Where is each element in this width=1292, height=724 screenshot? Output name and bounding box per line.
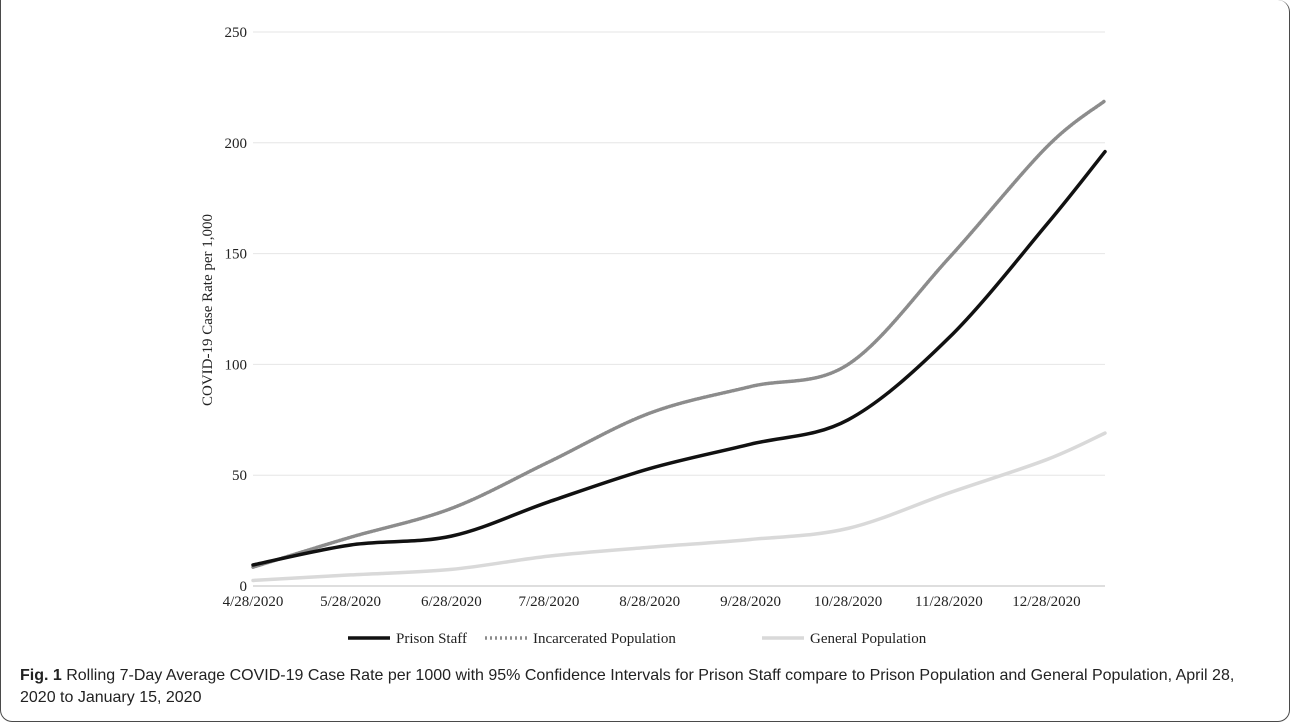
legend-label-incarcerated-population: Incarcerated Population	[533, 631, 676, 647]
y-tick-label: 100	[225, 357, 248, 373]
y-tick-label: 0	[240, 579, 248, 595]
series-group	[251, 98, 1107, 583]
x-tick-label: 7/28/2020	[519, 594, 580, 610]
x-tick-label: 9/28/2020	[720, 594, 781, 610]
y-axis: 0 50 100 150 200 250	[225, 25, 248, 595]
series-line-prison-staff	[251, 149, 1107, 567]
x-tick-label: 5/28/2020	[320, 594, 381, 610]
figure-caption: Fig. 1 Rolling 7-Day Average COVID-19 Ca…	[20, 665, 1260, 709]
series-line-incarcerated-population	[251, 98, 1107, 569]
x-tick-label: 6/28/2020	[421, 594, 482, 610]
caption-label: Fig. 1	[20, 667, 62, 684]
caption-text: Rolling 7-Day Average COVID-19 Case Rate…	[20, 667, 1235, 706]
y-tick-label: 250	[225, 25, 248, 41]
line-chart: 0 50 100 150 200 250 4/28/2020 5/28/2020 6/28/2…	[200, 25, 1107, 647]
y-axis-label: COVID-19 Case Rate per 1,000	[200, 214, 216, 406]
legend-label-prison-staff: Prison Staff	[396, 631, 467, 647]
gridlines	[253, 31, 1105, 587]
x-tick-label: 10/28/2020	[814, 594, 882, 610]
y-tick-label: 200	[225, 136, 248, 152]
y-tick-label: 150	[225, 247, 248, 263]
x-tick-label: 8/28/2020	[619, 594, 680, 610]
x-tick-label: 4/28/2020	[223, 594, 284, 610]
legend: Prison Staff Incarcerated Population Gener…	[348, 631, 927, 647]
x-axis: 4/28/2020 5/28/2020 6/28/2020 7/28/2020 8/28…	[223, 594, 1081, 610]
series-line-general-population	[251, 431, 1107, 583]
y-tick-label: 50	[232, 468, 247, 484]
x-tick-label: 12/28/2020	[1012, 594, 1080, 610]
legend-label-general-population: General Population	[810, 631, 927, 647]
x-tick-label: 11/28/2020	[915, 594, 983, 610]
